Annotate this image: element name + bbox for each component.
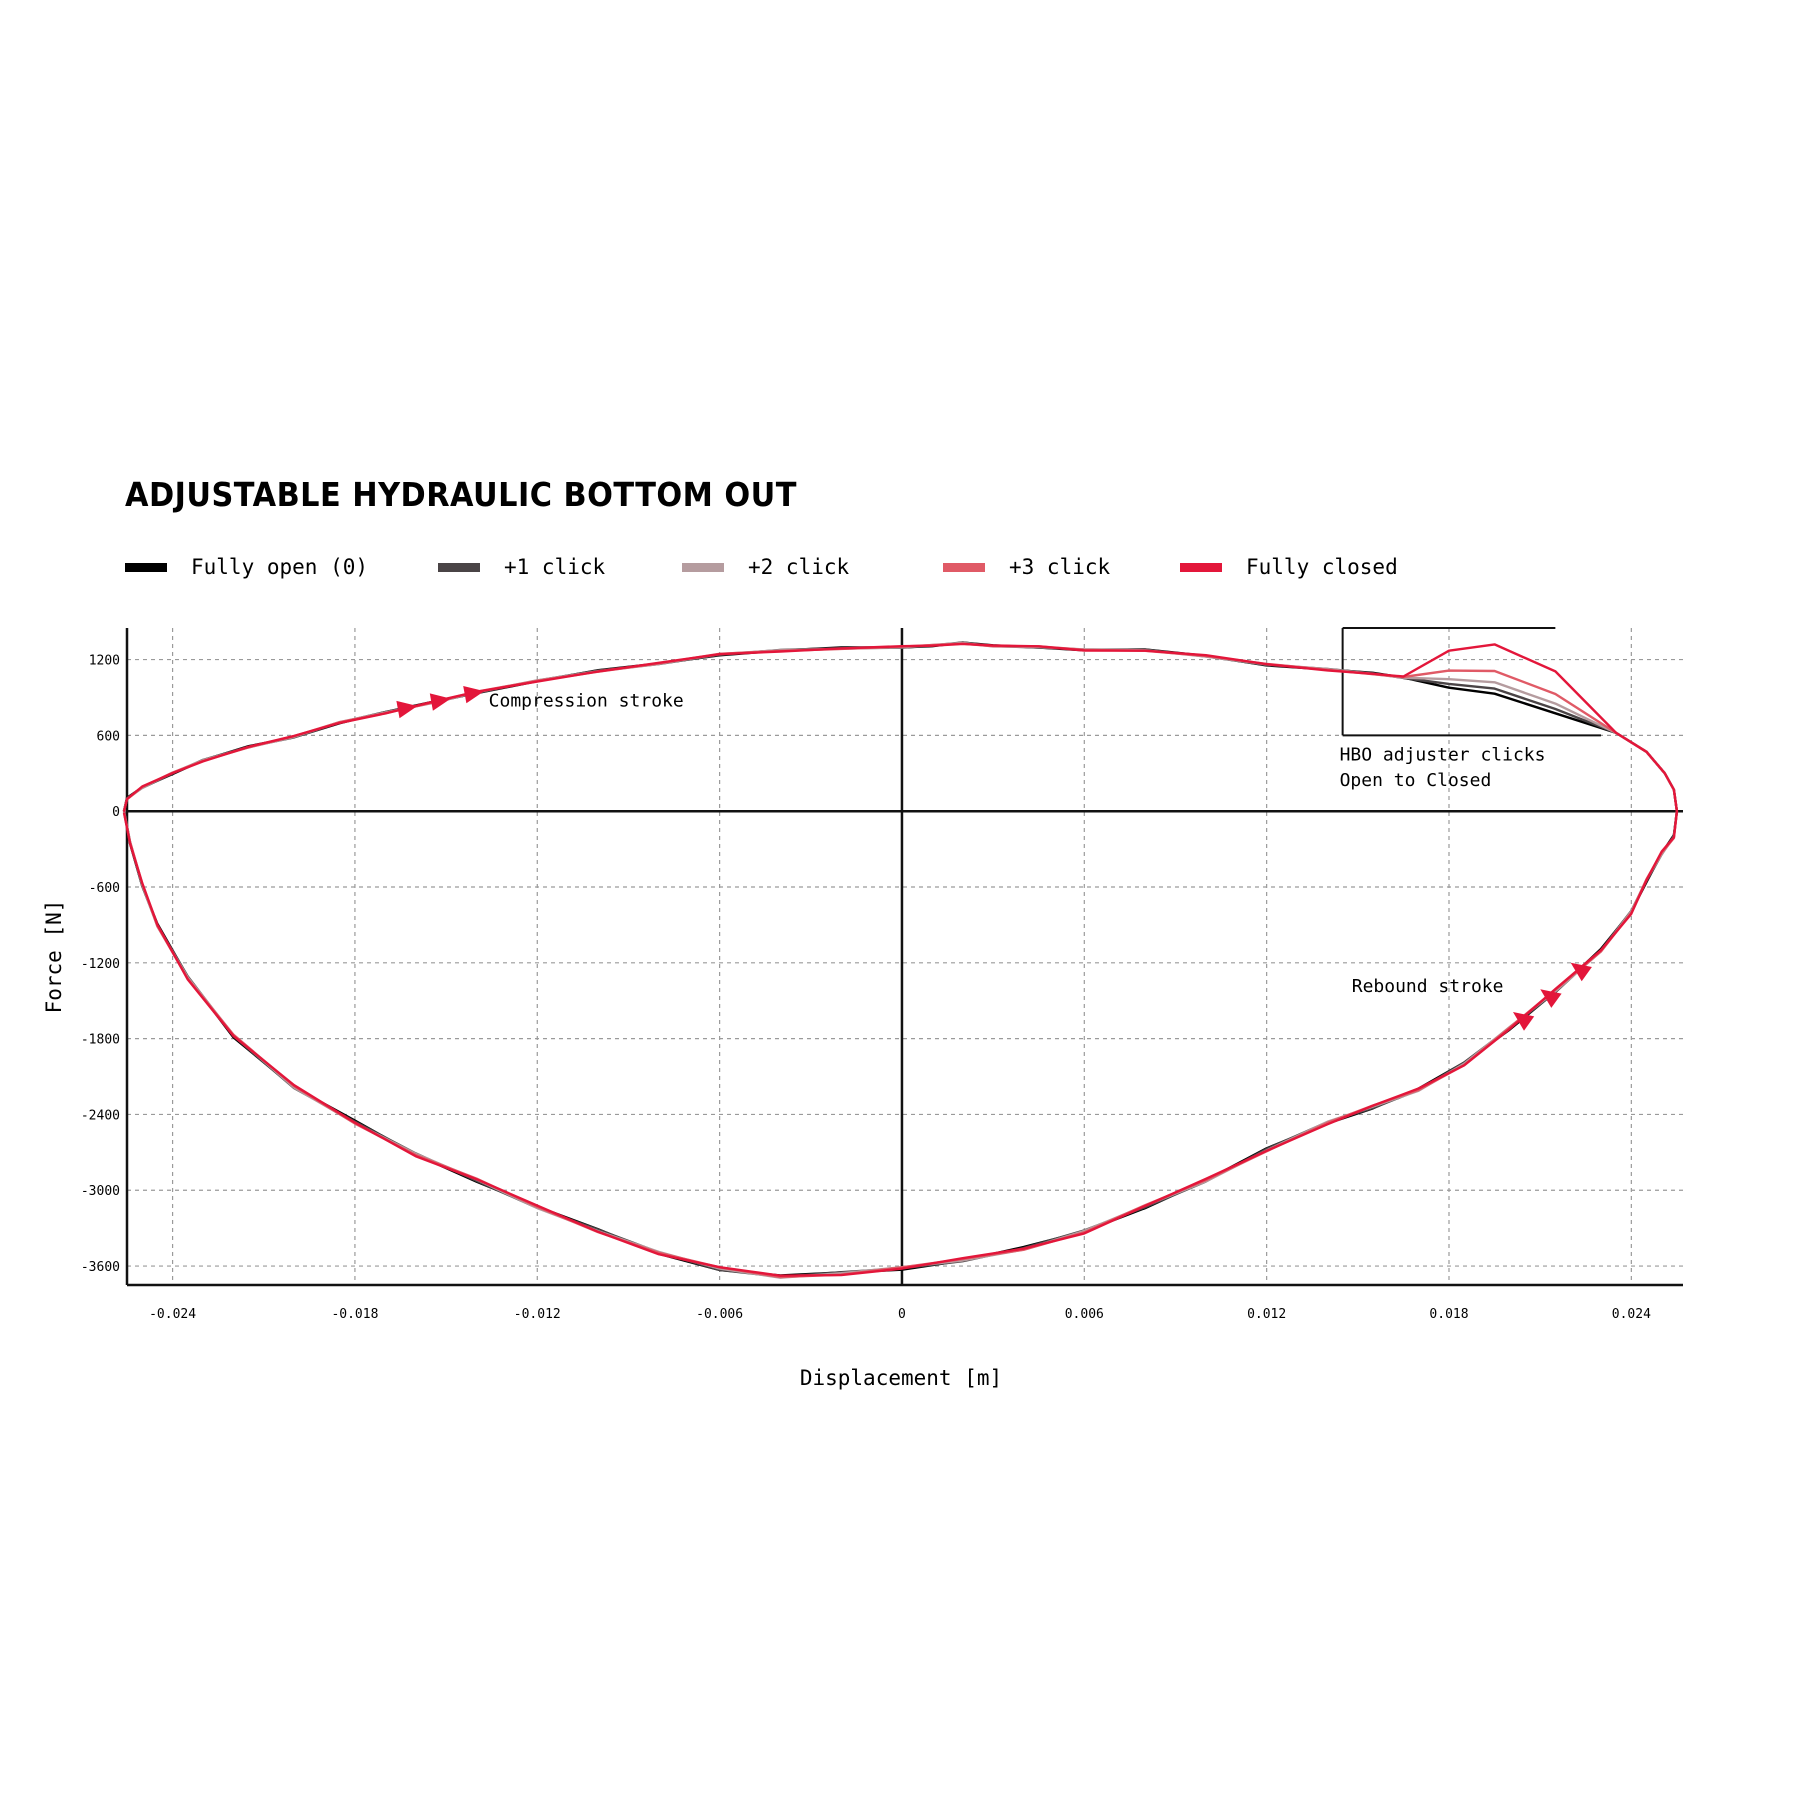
legend-label-fully-closed: Fully closed — [1246, 555, 1398, 579]
x-axis-title: Displacement [m] — [800, 1366, 1002, 1390]
y-tick-label: 1200 — [89, 654, 120, 669]
x-tick-label: 0 — [898, 1307, 906, 1322]
y-tick-label: -2400 — [81, 1108, 120, 1123]
legend-label-plus-3-click: +3 click — [1009, 555, 1111, 579]
legend-swatch-plus-2-click — [682, 562, 724, 572]
direction-arrows — [396, 686, 1592, 1031]
legend-swatch-fully-closed — [1180, 562, 1222, 572]
x-tick-label: -0.006 — [696, 1307, 743, 1322]
y-tick-label: -1800 — [81, 1033, 120, 1048]
compression-arrow-1 — [429, 693, 451, 711]
legend-swatch-fully-open — [125, 562, 167, 572]
annotation-3: Rebound stroke — [1352, 976, 1504, 997]
x-tick-label: 0.006 — [1065, 1307, 1104, 1322]
legend-label-fully-open: Fully open (0) — [191, 555, 369, 579]
x-tick-label: 0.012 — [1247, 1307, 1286, 1322]
legend-swatch-plus-3-click — [943, 562, 985, 572]
legend-item-plus-3-click: +3 click — [943, 552, 1110, 582]
series-line-3 — [122, 642, 1679, 1279]
annotation-0: Compression stroke — [489, 690, 684, 711]
annotation-1: HBO adjuster clicks — [1340, 745, 1546, 766]
x-tick-label: -0.018 — [331, 1307, 378, 1322]
grid — [127, 628, 1683, 1285]
rebound-arrow-0 — [1570, 962, 1592, 982]
y-axis-title: Force [N] — [42, 900, 66, 1014]
y-tick-label: -1200 — [81, 957, 120, 972]
hbo-highlight-box — [1341, 627, 1601, 737]
y-tick-label: 0 — [112, 805, 120, 820]
rebound-arrow-1 — [1540, 989, 1562, 1008]
y-tick-label: -3600 — [81, 1260, 120, 1275]
chart-title: ADJUSTABLE HYDRAULIC BOTTOM OUT — [125, 475, 797, 514]
x-tick-label: 0.018 — [1429, 1307, 1468, 1322]
legend-item-plus-1-click: +1 click — [438, 552, 605, 582]
legend-item-plus-2-click: +2 click — [682, 552, 849, 582]
x-tick-label: 0.024 — [1612, 1307, 1651, 1322]
y-tick-label: 600 — [97, 729, 120, 744]
labels: -0.024 -0.018 -0.012 -0.006 0 0.006 0.012 0.018… — [42, 654, 1651, 1390]
legend-label-plus-2-click: +2 click — [748, 555, 850, 579]
legend-swatch-plus-1-click — [438, 562, 480, 572]
axes — [125, 628, 1683, 1287]
series-line-0 — [122, 641, 1679, 1277]
series-lines — [122, 641, 1679, 1279]
rebound-arrow-2 — [1513, 1012, 1535, 1031]
series-line-1 — [122, 641, 1679, 1278]
series-line-4 — [122, 642, 1679, 1277]
compression-arrow-0 — [396, 700, 418, 719]
x-tick-label: -0.024 — [149, 1307, 196, 1322]
legend-item-fully-open: Fully open (0) — [125, 552, 368, 582]
y-tick-label: -600 — [89, 881, 120, 896]
annotation-2: Open to Closed — [1340, 770, 1492, 791]
x-tick-label: -0.012 — [514, 1307, 561, 1322]
legend-item-fully-closed: Fully closed — [1180, 552, 1398, 582]
legend-label-plus-1-click: +1 click — [504, 555, 606, 579]
series-line-2 — [122, 641, 1679, 1279]
y-tick-label: -3000 — [81, 1184, 120, 1199]
compression-arrow-2 — [463, 686, 485, 704]
